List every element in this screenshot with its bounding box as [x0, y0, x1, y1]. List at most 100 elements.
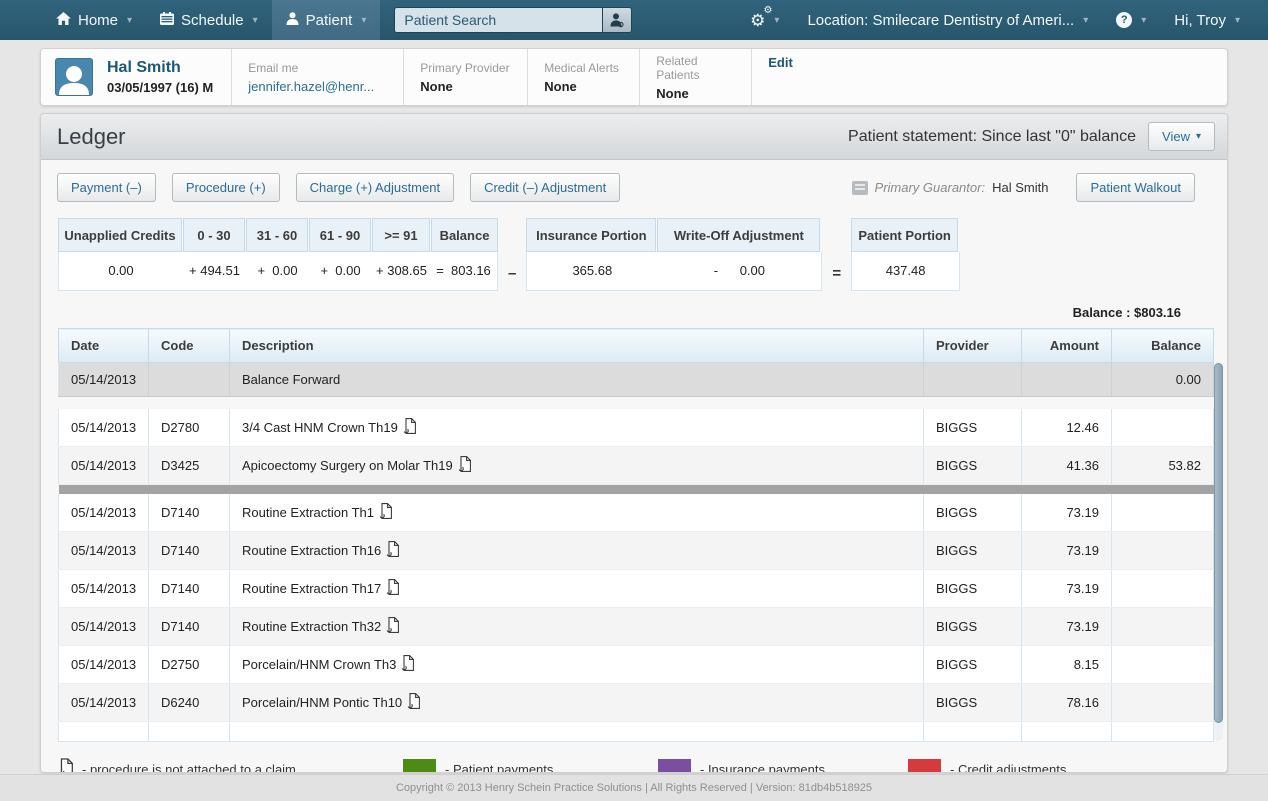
patient-search-button[interactable]: [602, 7, 633, 33]
cell-amount: 73.19: [1021, 494, 1112, 532]
ledger-legend: - procedure is not attached to a claim -…: [41, 742, 1227, 773]
nav-schedule[interactable]: Schedule ▾: [146, 0, 272, 40]
patient-search-input[interactable]: [394, 7, 603, 33]
aging-value: 0.00: [108, 263, 134, 278]
table-row[interactable]: 05/14/2013 D7140 Routine Extraction Th17…: [58, 569, 1214, 608]
nav-location[interactable]: Location: Smilecare Dentistry of Ameri..…: [793, 0, 1102, 40]
patient-portion-table: Patient Portion 437.48: [851, 218, 961, 291]
help-icon: ?: [1116, 12, 1133, 28]
view-button[interactable]: View ▾: [1148, 122, 1215, 151]
aging-table: Unapplied Credits 0 - 30 31 - 60 61 - 90…: [58, 218, 498, 291]
cell-provider: BIGGS: [923, 408, 1022, 447]
cell-description: Porcelain/HNM Pontic Th10: [229, 683, 924, 722]
cell-date: 05/14/2013: [58, 645, 149, 684]
cell-provider: BIGGS: [923, 494, 1022, 532]
insurance-payments-swatch: [658, 758, 691, 772]
nav-settings[interactable]: ⚙ ⚙ ▾: [736, 0, 793, 40]
minus-operator: –: [508, 265, 517, 282]
balance-total: Balance : $803.16: [1072, 305, 1181, 320]
cell-amount: 73.19: [1021, 569, 1112, 608]
cell-description: Routine Extraction Th17: [229, 569, 924, 608]
guarantor-label: Primary Guarantor:: [874, 180, 986, 195]
aging-value: = 803.16: [436, 263, 491, 278]
cell-description: Routine Extraction Th1: [229, 494, 924, 532]
gear-icon: ⚙ ⚙: [750, 4, 773, 30]
cell-description: Routine Extraction Th32: [229, 607, 924, 646]
cell-code: D3425: [148, 446, 230, 485]
table-row[interactable]: 05/14/2013 D3425 Apicoectomy Surgery on …: [58, 446, 1214, 485]
patient-walkout-button[interactable]: Patient Walkout: [1076, 173, 1195, 202]
nav-schedule-label: Schedule: [181, 11, 244, 29]
avatar: [55, 58, 93, 96]
cell-code: D7140: [148, 494, 230, 532]
cell-code: D7140: [148, 607, 230, 646]
chevron-down-icon: ▾: [1083, 14, 1089, 26]
cell-date: 05/14/2013: [58, 494, 149, 532]
table-header-row: Date Code Description Provider Amount Ba…: [58, 328, 1214, 363]
edit-link[interactable]: Edit: [768, 55, 793, 70]
payment-button[interactable]: Payment (–): [57, 173, 156, 202]
equals-operator: =: [832, 265, 842, 282]
row-spacer: [59, 397, 1214, 409]
cell-provider: [923, 362, 1022, 397]
cell-code: D7140: [148, 531, 230, 570]
col-code[interactable]: Code: [148, 328, 230, 363]
table-row-balance-forward[interactable]: 05/14/2013 Balance Forward 0.00: [58, 362, 1214, 397]
cell-code: D2780: [148, 408, 230, 447]
aging-header: 0 - 30: [183, 218, 245, 252]
aging-value: + 494.51: [189, 263, 240, 278]
top-navbar: Home ▾ Schedule ▾ Patient ▾ ⚙⚙ ▾ Locatio…: [0, 0, 1268, 40]
charge-adjustment-button[interactable]: Charge (+) Adjustment: [295, 173, 455, 202]
legend-label: - Credit adjustments: [950, 761, 1067, 773]
procedure-button[interactable]: Procedure (+): [171, 173, 280, 202]
legend-credit-adjustments: - Credit adjustments: [908, 758, 1227, 773]
nav-home-label: Home: [78, 11, 119, 29]
chevron-down-icon: ▾: [252, 14, 258, 26]
patient-dob: 03/05/1997 (16) M: [107, 80, 214, 95]
field-primary-provider-value: None: [420, 78, 453, 94]
footer: Copyright © 2013 Henry Schein Practice S…: [0, 774, 1268, 801]
table-row[interactable]: 05/14/2013 D7140 Routine Extraction Th1 …: [58, 494, 1214, 532]
field-related-patients: Related Patients None: [639, 49, 751, 105]
cell-code: [148, 362, 230, 397]
nav-help[interactable]: ? ▾: [1102, 0, 1160, 40]
nav-user-menu[interactable]: Hi, Troy ▾: [1160, 0, 1254, 40]
cell-code: D7140: [148, 569, 230, 608]
no-claim-icon: [401, 655, 415, 674]
table-row[interactable]: 05/14/2013 D2750 Porcelain/HNM Crown Th3…: [58, 645, 1214, 684]
table-row[interactable]: 05/14/2013 D2780 3/4 Cast HNM Crown Th19…: [58, 408, 1214, 447]
nav-patient-label: Patient: [305, 11, 353, 29]
primary-guarantor: Primary Guarantor: Hal Smith: [851, 180, 1048, 195]
no-claim-icon: [386, 579, 400, 598]
col-date[interactable]: Date: [58, 328, 149, 363]
nav-home[interactable]: Home ▾: [42, 0, 146, 40]
ledger-card: Ledger Patient statement: Since last "0"…: [40, 113, 1228, 773]
col-balance[interactable]: Balance: [1111, 328, 1214, 363]
legend-label: - procedure is not attached to a claim: [82, 761, 296, 773]
no-claim-icon: [403, 417, 416, 437]
no-claim-icon: [379, 503, 392, 522]
aging-header: Write-Off Adjustment: [657, 218, 821, 252]
table-row[interactable]: 05/14/2013 D7140 Routine Extraction Th16…: [58, 531, 1214, 570]
credit-adjustment-button[interactable]: Credit (–) Adjustment: [470, 173, 621, 202]
cell-provider: BIGGS: [923, 531, 1022, 570]
table-scrollbar[interactable]: [1214, 362, 1223, 741]
nav-greeting-label: Hi, Troy: [1174, 11, 1226, 29]
nav-location-label: Location: Smilecare Dentistry of Ameri..…: [807, 11, 1075, 29]
col-amount[interactable]: Amount: [1021, 328, 1112, 363]
legend-insurance-payments: - Insurance payments: [658, 758, 908, 772]
scrollbar-thumb[interactable]: [1214, 363, 1223, 724]
aging-header: >= 91: [372, 218, 430, 252]
email-link[interactable]: jennifer.hazel@henr...: [248, 78, 375, 94]
nav-patient[interactable]: Patient ▾: [271, 0, 381, 40]
cell-amount: 73.19: [1021, 607, 1112, 646]
field-email: Email me jennifer.hazel@henr...: [231, 49, 403, 105]
aging-value: + 308.65: [376, 263, 427, 278]
cell-provider: BIGGS: [923, 446, 1022, 485]
col-description[interactable]: Description: [229, 328, 924, 363]
cell-provider: BIGGS: [923, 683, 1022, 722]
table-row[interactable]: 05/14/2013 D6240 Porcelain/HNM Pontic Th…: [58, 683, 1214, 722]
person-icon: [286, 11, 299, 29]
table-row[interactable]: 05/14/2013 D7140 Routine Extraction Th32…: [58, 607, 1214, 646]
col-provider[interactable]: Provider: [923, 328, 1022, 363]
